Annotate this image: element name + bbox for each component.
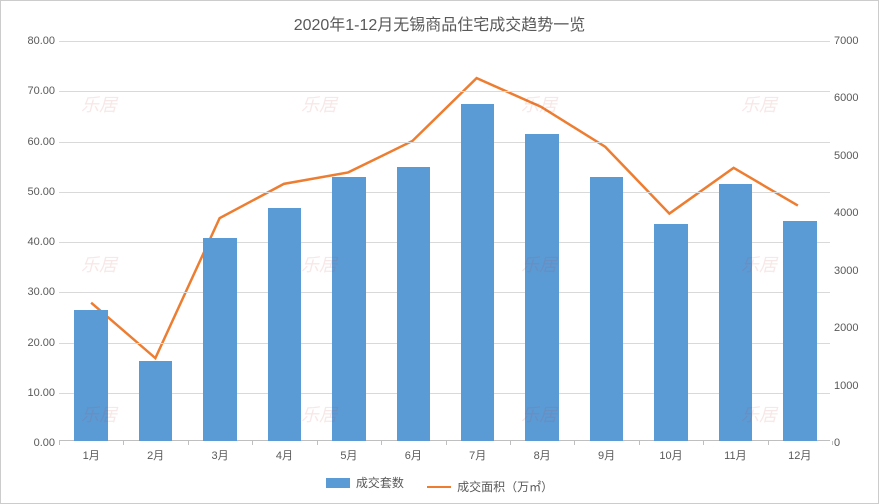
x-tick [768,441,769,445]
y-left-tick-label: 20.00 [15,337,55,349]
bar [332,177,365,441]
y-left-tick-label: 80.00 [15,35,55,47]
x-tick-label: 3月 [211,447,228,463]
x-tick [317,441,318,445]
y-right-tick-label: 7000 [834,35,874,47]
x-tick-label: 12月 [788,447,811,463]
legend: 成交套数 成交面积（万㎡） [1,474,878,495]
x-tick-label: 11月 [724,447,746,463]
x-tick [188,441,189,445]
y-right-tick-label: 2000 [834,322,874,334]
y-left-tick-label: 60.00 [15,136,55,148]
x-tick-label: 1月 [83,447,100,463]
bar [719,184,752,441]
line-series-svg [59,41,830,441]
bar [203,238,236,442]
x-tick [446,441,447,445]
x-tick [832,441,833,445]
y-right-tick-label: 5000 [834,150,874,162]
x-tick-label: 6月 [405,447,422,463]
bar [654,224,687,441]
x-tick-label: 2月 [147,447,164,463]
x-tick [59,441,60,445]
bar [783,221,816,441]
chart-title: 2020年1-12月无锡商品住宅成交趋势一览 [1,1,878,35]
legend-item-line: 成交面积（万㎡） [427,478,553,495]
y-right-tick-label: 4000 [834,207,874,219]
x-tick [381,441,382,445]
y-right-tick-label: 1000 [834,380,874,392]
y-left-tick-label: 50.00 [15,186,55,198]
y-left-tick-label: 10.00 [15,387,55,399]
grid-line [59,142,830,143]
line-series [91,78,798,358]
chart-container: 2020年1-12月无锡商品住宅成交趋势一览 0.0010.0020.0030.… [0,0,879,504]
x-tick [703,441,704,445]
x-tick [574,441,575,445]
legend-item-bars: 成交套数 [326,474,404,491]
grid-line [59,41,830,42]
grid-line [59,192,830,193]
y-right-tick-label: 3000 [834,265,874,277]
bar-swatch [326,478,350,488]
bar [268,208,301,441]
y-right-tick-label: 6000 [834,92,874,104]
y-left-tick-label: 30.00 [15,286,55,298]
y-left-tick-label: 40.00 [15,236,55,248]
x-tick [639,441,640,445]
x-tick-label: 5月 [340,447,357,463]
x-tick [510,441,511,445]
bar [461,104,494,441]
x-tick-label: 10月 [659,447,682,463]
grid-line [59,292,830,293]
legend-label-line: 成交面积（万㎡） [457,478,553,495]
line-swatch [427,486,451,488]
x-tick [123,441,124,445]
x-tick-label: 4月 [276,447,293,463]
bar [590,177,623,441]
bar [397,167,430,441]
grid-line [59,242,830,243]
y-left-tick-label: 0.00 [15,437,55,449]
bar [525,134,558,441]
x-tick-label: 7月 [469,447,486,463]
legend-label-bars: 成交套数 [356,474,404,491]
x-tick [252,441,253,445]
x-tick-label: 8月 [534,447,551,463]
plot-area: 0.0010.0020.0030.0040.0050.0060.0070.008… [59,41,830,441]
y-right-tick-label: 0 [834,437,874,449]
grid-line [59,343,830,344]
y-left-tick-label: 70.00 [15,85,55,97]
x-tick-label: 9月 [598,447,615,463]
bar [139,361,172,441]
bar [74,310,107,441]
grid-line [59,393,830,394]
grid-line [59,91,830,92]
